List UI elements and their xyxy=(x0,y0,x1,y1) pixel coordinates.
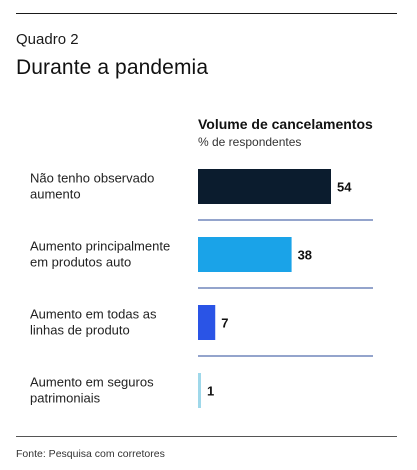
value-label-1: 38 xyxy=(298,248,312,263)
value-label-0: 54 xyxy=(337,180,352,195)
chart-title: Volume de cancelamentos xyxy=(198,116,373,132)
category-label-2-line-0: Aumento em todas as xyxy=(30,307,157,322)
value-label-2: 7 xyxy=(221,316,228,331)
category-label-1-line-0: Aumento principalmente xyxy=(30,239,170,254)
page-title: Durante a pandemia xyxy=(16,56,209,79)
category-label-3-line-0: Aumento em seguros xyxy=(30,375,154,390)
chart-number-label: Quadro 2 xyxy=(16,31,79,48)
category-label-3-line-1: patrimoniais xyxy=(30,391,101,406)
category-label-0-line-0: Não tenho observado xyxy=(30,171,154,186)
category-label-0: Não tenho observado aumento xyxy=(30,171,154,202)
bar-1 xyxy=(198,237,292,272)
bar-chart: 54 Não tenho observado aumento 38 Aumento pr… xyxy=(30,169,373,408)
category-label-1-line-1: em produtos auto xyxy=(30,255,131,270)
bar-2 xyxy=(198,305,216,340)
category-label-3: Aumento em seguros patrimoniais xyxy=(30,375,154,406)
category-label-2: Aumento em todas as linhas de produto xyxy=(30,307,157,338)
category-label-1: Aumento principalmente em produtos auto xyxy=(30,239,170,270)
chart-subtitle: % de respondentes xyxy=(198,135,302,149)
category-label-2-line-1: linhas de produto xyxy=(30,323,130,338)
bottom-rule xyxy=(16,436,397,437)
value-label-3: 1 xyxy=(207,384,214,399)
top-rule xyxy=(16,13,397,14)
bar-0 xyxy=(198,169,331,204)
bar-3 xyxy=(198,373,201,408)
category-label-0-line-1: aumento xyxy=(30,187,81,202)
source-note: Fonte: Pesquisa com corretores xyxy=(16,448,165,460)
